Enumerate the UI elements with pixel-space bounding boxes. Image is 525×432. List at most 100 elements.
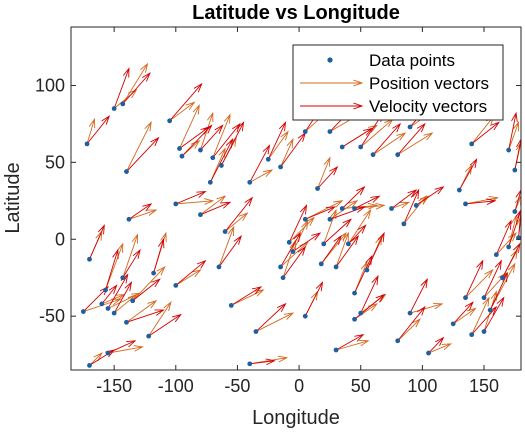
position-vector-53-head xyxy=(363,208,372,219)
position-vector-44-head xyxy=(396,132,407,141)
position-vector-39-shaft xyxy=(292,220,309,252)
position-vector-15 xyxy=(89,352,103,366)
velocity-vector-50 xyxy=(323,218,352,245)
position-vector-28 xyxy=(218,225,235,268)
velocity-vector-83 xyxy=(502,242,521,278)
data-point-4 xyxy=(126,216,132,222)
velocity-vector-56 xyxy=(360,274,379,314)
data-point-39 xyxy=(290,249,296,254)
legend-arrow-1-head xyxy=(353,79,364,87)
data-point-60 xyxy=(389,206,394,211)
data-point-46 xyxy=(315,186,320,191)
position-vector-45-head xyxy=(333,200,344,208)
data-point-44 xyxy=(370,152,376,158)
position-vector-72-shaft xyxy=(489,263,516,311)
position-vector-36-head xyxy=(305,216,315,227)
position-vector-67-shaft xyxy=(428,343,451,354)
position-vector-9-shaft xyxy=(122,234,139,278)
position-vector-4 xyxy=(128,209,158,220)
velocity-vector-11-head xyxy=(154,309,165,316)
position-vector-66-head xyxy=(433,302,444,310)
point-layer xyxy=(80,101,521,368)
x-tick-label-3: 0 xyxy=(294,376,304,396)
data-point-34 xyxy=(265,156,271,162)
velocity-vector-73-head xyxy=(490,121,500,131)
velocity-vector-13-head xyxy=(171,313,182,323)
data-point-31 xyxy=(253,329,259,334)
position-vector-6 xyxy=(105,242,124,291)
legend-box xyxy=(292,44,504,121)
velocity-vector-49-head xyxy=(370,195,381,203)
velocity-vector-36-head xyxy=(299,204,308,215)
x-tick-label-1: -100 xyxy=(158,376,194,396)
position-vector-59-head xyxy=(359,339,370,347)
velocity-vector-46-shaft xyxy=(317,166,338,189)
data-point-12 xyxy=(151,270,157,276)
position-vector-6-shaft xyxy=(105,243,124,291)
velocity-vector-70-head xyxy=(476,259,484,270)
velocity-vector-82-head xyxy=(494,259,502,270)
position-vector-10-head xyxy=(156,265,166,276)
position-vector-34-shaft xyxy=(267,131,289,160)
position-vector-22-head xyxy=(223,113,231,124)
velocity-vector-59 xyxy=(335,333,365,351)
velocity-vector-10 xyxy=(132,278,161,302)
velocity-vector-62-head xyxy=(434,186,445,195)
velocity-vector-39-head xyxy=(311,232,322,241)
velocity-vector-33 xyxy=(249,144,271,183)
position-vector-65-shaft xyxy=(397,318,421,342)
velocity-vector-18-shaft xyxy=(169,83,203,122)
position-vector-25 xyxy=(175,198,215,205)
position-vector-45-shaft xyxy=(305,200,343,220)
position-vector-22 xyxy=(212,113,231,158)
data-point-27 xyxy=(173,283,179,288)
velocity-vector-12 xyxy=(153,237,165,274)
position-vector-3-head xyxy=(144,121,152,132)
velocity-vector-70 xyxy=(465,259,484,298)
velocity-vector-44 xyxy=(372,122,402,155)
data-point-36 xyxy=(286,239,292,245)
velocity-vector-60-head xyxy=(407,189,418,198)
velocity-vector-33-head xyxy=(262,144,271,155)
velocity-vector-7 xyxy=(101,284,118,305)
velocity-vector-48-shaft xyxy=(341,186,365,209)
position-vector-62-head xyxy=(419,195,430,204)
velocity-vector-22 xyxy=(212,122,241,159)
position-vector-30-shaft xyxy=(231,289,264,306)
position-vector-36 xyxy=(288,216,315,243)
position-vector-69-head xyxy=(482,296,490,307)
velocity-vector-3 xyxy=(126,136,160,172)
position-vector-33-head xyxy=(263,169,274,178)
velocity-vector-25-head xyxy=(196,191,207,198)
data-point-83 xyxy=(500,275,505,281)
velocity-vector-11-shaft xyxy=(126,309,164,323)
position-vector-75-shaft xyxy=(465,197,498,205)
data-point-71 xyxy=(481,329,487,334)
position-vector-46-head xyxy=(323,156,331,167)
position-vector-46-shaft xyxy=(317,157,331,189)
velocity-vector-68-head xyxy=(464,301,474,311)
position-vector-69-shaft xyxy=(471,297,490,335)
velocity-vector-44-head xyxy=(392,122,402,133)
data-point-66 xyxy=(407,310,413,316)
position-vector-52 xyxy=(335,231,349,268)
position-vector-76-shaft xyxy=(496,232,517,255)
velocity-vector-46 xyxy=(317,165,339,189)
data-point-48 xyxy=(339,206,345,211)
velocity-vector-8-shaft xyxy=(107,274,129,309)
position-vector-42-head xyxy=(367,124,378,133)
data-point-53 xyxy=(345,241,351,247)
data-point-76 xyxy=(493,252,499,258)
position-vector-69 xyxy=(471,296,490,335)
position-vector-27-head xyxy=(191,269,202,278)
position-vector-25-head xyxy=(203,198,215,205)
velocity-vector-12-head xyxy=(157,237,165,249)
position-vector-35 xyxy=(280,138,294,168)
velocity-vector-74 xyxy=(458,158,478,191)
position-vector-52-head xyxy=(342,231,349,243)
velocity-vector-47-shaft xyxy=(329,206,365,220)
velocity-vector-18 xyxy=(169,82,203,122)
velocity-vector-62-shaft xyxy=(415,186,444,206)
position-vector-50-head xyxy=(330,208,337,220)
velocity-vector-49-shaft xyxy=(354,195,380,209)
